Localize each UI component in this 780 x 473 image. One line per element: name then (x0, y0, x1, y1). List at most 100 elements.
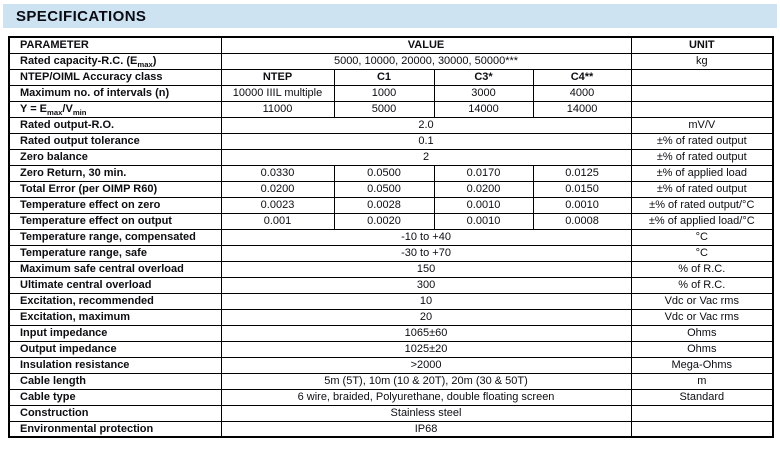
unit-cell: ±% of applied load/°C (630, 212, 774, 230)
parameter-cell: Environmental protection (8, 420, 222, 438)
table-row: Input impedance 1065±60 Ohms (8, 324, 774, 342)
column-header-parameter: PARAMETER (8, 36, 222, 54)
value-cell: 0.0010 (433, 212, 534, 230)
value-cell: -10 to +40 (220, 228, 632, 246)
value-cell: 2 (220, 148, 632, 166)
unit-cell: °C (630, 244, 774, 262)
unit-cell (630, 68, 774, 86)
page-title: SPECIFICATIONS (16, 7, 147, 25)
unit-cell: ±% of rated output/°C (630, 196, 774, 214)
table-row: Excitation, maximum 20 Vdc or Vac rms (8, 308, 774, 326)
parameter-cell: Ultimate central overload (8, 276, 222, 294)
value-cell: NTEP (220, 68, 335, 86)
table-row: Environmental protection IP68 (8, 420, 774, 438)
unit-cell: ±% of rated output (630, 132, 774, 150)
value-cell: 0.0150 (532, 180, 632, 198)
value-cell: 0.0020 (333, 212, 435, 230)
value-cell: 1065±60 (220, 324, 632, 342)
table-row: Cable type 6 wire, braided, Polyurethane,… (8, 388, 774, 406)
parameter-cell: Rated output tolerance (8, 132, 222, 150)
spec-table-body: Rated capacity-R.C. (Emax) 5000, 10000, 2… (8, 52, 774, 438)
unit-cell: ±% of rated output (630, 148, 774, 166)
column-header-unit: UNIT (630, 36, 774, 54)
table-row: Ultimate central overload 300% of R.C. (8, 276, 774, 294)
value-cell: 0.0500 (333, 164, 435, 182)
parameter-cell: NTEP/OIML Accuracy class (8, 68, 222, 86)
table-row: Rated output-R.O. 2.0 mV/V (8, 116, 774, 134)
parameter-cell: Temperature effect on output (8, 212, 222, 230)
unit-cell: mV/V (630, 116, 774, 134)
unit-cell: Ohms (630, 324, 774, 342)
value-cell: 5000, 10000, 20000, 30000, 50000*** (220, 52, 632, 70)
value-cell: 0.0023 (220, 196, 335, 214)
unit-cell: m (630, 372, 774, 390)
table-row: Temperature range, safe -30 to +70 °C (8, 244, 774, 262)
value-cell: 0.0010 (433, 196, 534, 214)
table-row: Rated output tolerance 0.1 ±% of rated out… (8, 132, 774, 150)
value-cell: 0.0170 (433, 164, 534, 182)
value-cell: 4000 (532, 84, 632, 102)
value-cell: 0.0008 (532, 212, 632, 230)
specifications-table: PARAMETER VALUE UNIT Rated capacity-R.C.… (8, 36, 775, 438)
parameter-cell: Construction (8, 404, 222, 422)
value-cell: 0.001 (220, 212, 335, 230)
table-row: Temperature range, compensated -10 to +40… (8, 228, 774, 246)
value-cell: 2.0 (220, 116, 632, 134)
parameter-cell: Maximum safe central overload (8, 260, 222, 278)
parameter-cell: Temperature effect on zero (8, 196, 222, 214)
parameter-cell: Output impedance (8, 340, 222, 358)
table-row: Output impedance 1025±20 Ohms (8, 340, 774, 358)
table-row: Zero Return, 30 min. 0.0330 0.0500 0.0170 0.… (8, 164, 774, 182)
table-row: Maximum safe central overload 150% of R.C… (8, 260, 774, 278)
value-cell: 6 wire, braided, Polyurethane, double fl… (220, 388, 632, 406)
value-cell: 0.0028 (333, 196, 435, 214)
table-row: Temperature effect on zero 0.0023 0.0028 0.… (8, 196, 774, 214)
parameter-cell: Maximum no. of intervals (n) (8, 84, 222, 102)
value-cell: 14000 (433, 100, 534, 118)
parameter-cell: Zero balance (8, 148, 222, 166)
value-cell: 5000 (333, 100, 435, 118)
parameter-cell: Cable length (8, 372, 222, 390)
parameter-cell: Temperature range, compensated (8, 228, 222, 246)
value-cell: 0.0200 (433, 180, 534, 198)
value-cell: 10000 IIIL multiple (220, 84, 335, 102)
parameter-cell: Cable type (8, 388, 222, 406)
unit-cell: °C (630, 228, 774, 246)
parameter-cell: Zero Return, 30 min. (8, 164, 222, 182)
unit-cell: ±% of rated output (630, 180, 774, 198)
value-cell: 14000 (532, 100, 632, 118)
unit-cell: Vdc or Vac rms (630, 308, 774, 326)
table-row: Excitation, recommended 10 Vdc or Vac rms (8, 292, 774, 310)
value-cell: 0.0500 (333, 180, 435, 198)
table-row: Zero balance 2 ±% of rated output (8, 148, 774, 166)
unit-cell: % of R.C. (630, 276, 774, 294)
header-row: PARAMETER VALUE UNIT (8, 36, 774, 54)
unit-cell (630, 84, 774, 102)
value-cell: Stainless steel (220, 404, 632, 422)
column-header-value: VALUE (220, 36, 632, 54)
parameter-cell: Excitation, recommended (8, 292, 222, 310)
value-cell: IP68 (220, 420, 632, 438)
unit-cell: ±% of applied load (630, 164, 774, 182)
unit-cell (630, 420, 774, 438)
unit-cell: Standard (630, 388, 774, 406)
table-row: NTEP/OIML Accuracy class NTEP C1 C3* C4** (8, 68, 774, 86)
page: SPECIFICATIONS PARAMETER VALUE UNIT Rate… (0, 4, 780, 438)
table-row: Cable length 5m (5T), 10m (10 & 20T), 20m… (8, 372, 774, 390)
value-cell: C1 (333, 68, 435, 86)
value-cell: C4** (532, 68, 632, 86)
parameter-cell: Insulation resistance (8, 356, 222, 374)
table-row: Construction Stainless steel (8, 404, 774, 422)
value-cell: 10 (220, 292, 632, 310)
unit-cell (630, 404, 774, 422)
unit-cell: Ohms (630, 340, 774, 358)
unit-cell: Vdc or Vac rms (630, 292, 774, 310)
parameter-cell: Excitation, maximum (8, 308, 222, 326)
table-row: Maximum no. of intervals (n) 10000 IIIL m… (8, 84, 774, 102)
parameter-cell: Total Error (per OIMP R60) (8, 180, 222, 198)
value-cell: >2000 (220, 356, 632, 374)
table-row: Rated capacity-R.C. (Emax) 5000, 10000, 2… (8, 52, 774, 70)
parameter-cell: Rated output-R.O. (8, 116, 222, 134)
value-cell: 0.0200 (220, 180, 335, 198)
value-cell: 5m (5T), 10m (10 & 20T), 20m (30 & 50T) (220, 372, 632, 390)
